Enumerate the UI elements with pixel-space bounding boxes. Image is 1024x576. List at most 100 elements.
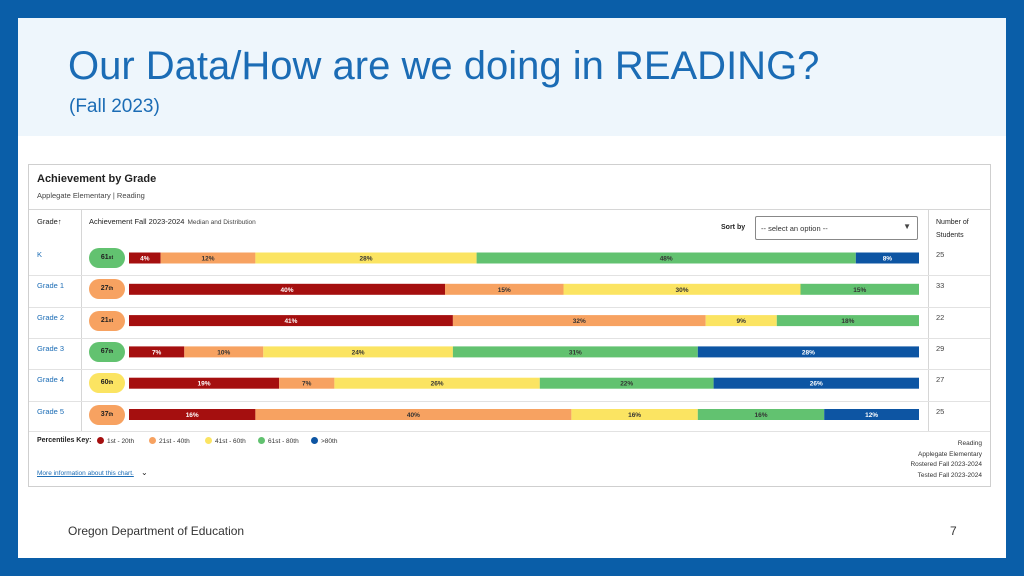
bar-segment (129, 252, 161, 264)
bar-segment (697, 346, 919, 358)
grade-label[interactable]: Grade 4 (37, 375, 65, 385)
bar-data-label: 32% (573, 318, 586, 325)
key-label: 1st - 20th (107, 438, 135, 445)
slide-title: Our Data/How are we doing in READING? (68, 44, 820, 88)
key-color-dot-icon (97, 437, 104, 444)
grade-label[interactable]: Grade 5 (37, 406, 65, 416)
key-color-dot-icon (205, 437, 212, 444)
column-divider (928, 209, 929, 432)
bar-segment (279, 377, 335, 389)
bar-segment (476, 252, 856, 264)
page-number: 7 (950, 524, 957, 538)
bar-segment (539, 377, 714, 389)
bar-segment (445, 283, 564, 295)
median-badge: 21st (89, 310, 125, 331)
bar-segment (129, 315, 453, 327)
bar-segment (697, 409, 825, 420)
meta-line: Tested Fall 2023-2024 (917, 471, 982, 479)
bar-data-label: 15% (498, 287, 511, 294)
student-count: 29 (936, 343, 945, 353)
panel-subtitle: Applegate Elementary | Reading (37, 191, 145, 200)
row-divider (29, 306, 990, 308)
bar-data-label: 12% (865, 412, 878, 419)
student-count-header-line2: Students (936, 232, 964, 239)
bar-segment (800, 283, 919, 295)
meta-line: Rostered Fall 2023-2024 (910, 461, 982, 468)
achievement-panel: Achievement by Grade Applegate Elementar… (28, 164, 991, 487)
slide: Our Data/How are we doing in READING? (F… (18, 18, 1006, 558)
bar-data-label: 40% (280, 287, 293, 294)
footer-divider (29, 431, 990, 432)
key-label: >80th (321, 438, 338, 445)
median-badge: 61st (89, 248, 125, 268)
bar-data-label: 9% (737, 318, 747, 325)
bar-data-label: 16% (186, 412, 199, 419)
key-item: >80th (311, 437, 337, 445)
key-item: 21st - 40th (149, 437, 190, 445)
bar-data-label: 16% (754, 412, 767, 419)
bar-data-label: 28% (359, 256, 372, 263)
chart-meta: Reading Applegate Elementary Rostered Fall… (910, 439, 982, 481)
student-count: 22 (936, 312, 945, 322)
student-count: 25 (936, 406, 945, 416)
key-color-dot-icon (311, 437, 318, 444)
bar-data-label: 41% (284, 318, 297, 325)
bar-segment (129, 346, 185, 358)
bar-data-label: 15% (853, 287, 866, 294)
bar-data-label: 12% (201, 256, 214, 263)
row-divider (29, 275, 990, 277)
bar-segment (563, 283, 801, 295)
achievement-column-sublabel: Median and Distribution (187, 219, 256, 226)
sort-select[interactable]: -- select an option -- ▼ (755, 216, 918, 240)
bar-data-label: 16% (628, 412, 641, 419)
bar-segment (452, 315, 706, 327)
key-label: 41st - 60th (215, 438, 246, 445)
achievement-column-header: Achievement Fall 2023-2024 Median and Dis… (89, 217, 256, 226)
key-color-dot-icon (149, 437, 156, 444)
bar-segment (129, 409, 256, 420)
bar-data-label: 7% (302, 381, 312, 388)
bar-segment (129, 283, 445, 295)
bar-segment (255, 252, 477, 264)
slide-header: Our Data/How are we doing in READING? (F… (18, 18, 1006, 136)
bar-segment (263, 346, 453, 358)
bar-data-label: 48% (660, 256, 673, 263)
grade-column-header[interactable]: Grade↑ (37, 217, 62, 226)
key-item: 41st - 60th (205, 437, 246, 445)
achievement-column-label: Achievement Fall 2023-2024 (89, 217, 185, 226)
median-badge: 37th (89, 404, 125, 425)
grade-label[interactable]: Grade 3 (37, 343, 65, 353)
student-count: 27 (936, 375, 945, 385)
grade-label[interactable]: Grade 1 (37, 281, 65, 291)
key-item: 1st - 20th (97, 437, 134, 445)
bar-data-label: 10% (217, 349, 230, 356)
meta-line: Applegate Elementary (918, 450, 982, 458)
chevron-down-icon[interactable]: ⌄ (141, 468, 148, 477)
bar-data-label: 40% (407, 412, 420, 419)
key-color-dot-icon (258, 437, 265, 444)
bar-data-label: 26% (431, 381, 444, 388)
bar-segment (452, 346, 698, 358)
bar-data-label: 31% (569, 349, 582, 356)
slide-subtitle: (Fall 2023) (69, 96, 160, 117)
row-divider (29, 369, 990, 371)
grade-label[interactable]: K (37, 250, 43, 259)
bar-data-label: 30% (675, 287, 688, 294)
chevron-down-icon: ▼ (903, 222, 911, 231)
grade-label[interactable]: Grade 2 (37, 312, 65, 322)
bar-data-label: 8% (883, 256, 893, 263)
bar-segment (160, 252, 256, 264)
key-item: 61st - 80th (258, 437, 299, 445)
median-badge: 67th (89, 341, 125, 362)
median-badge: 60th (89, 373, 125, 394)
student-count: 25 (936, 250, 945, 259)
bar-segment (776, 315, 919, 327)
column-divider (81, 209, 82, 432)
bar-data-label: 19% (198, 381, 211, 388)
bar-segment (713, 377, 919, 389)
bar-data-label: 28% (802, 349, 815, 356)
sort-select-value: -- select an option -- (761, 224, 828, 233)
more-info-link[interactable]: More information about this chart. (37, 470, 134, 477)
bar-segment (571, 409, 698, 420)
bar-data-label: 22% (620, 381, 633, 388)
